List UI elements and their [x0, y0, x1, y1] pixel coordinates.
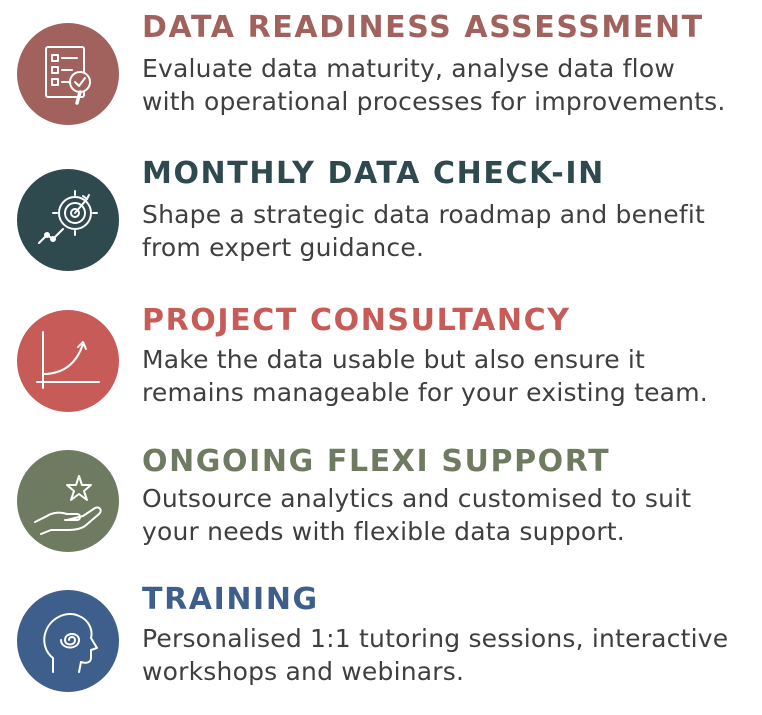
description-line: remains manageable for your existing tea…	[142, 378, 708, 407]
description-line: from expert guidance.	[142, 233, 425, 262]
service-description: Personalised 1:1 tutoring sessions, inte…	[142, 622, 762, 688]
checklist-magnifier-icon	[17, 23, 119, 125]
service-data-readiness: DATA READINESS ASSESSMENT Evaluate data …	[0, 10, 762, 140]
service-monthly-check-in: MONTHLY DATA CHECK-IN Shape a strategic …	[0, 156, 762, 286]
description-line: Outsource analytics and customised to su…	[142, 484, 692, 513]
description-line: Evaluate data maturity, analyse data flo…	[142, 54, 675, 83]
service-title: PROJECT CONSULTANCY	[142, 303, 571, 338]
growth-curve-icon	[17, 310, 119, 412]
service-project-consultancy: PROJECT CONSULTANCY Make the data usable…	[0, 297, 762, 427]
target-chart-icon	[17, 169, 119, 271]
service-ongoing-flexi-support: ONGOING FLEXI SUPPORT Outsource analytic…	[0, 438, 762, 568]
service-title: ONGOING FLEXI SUPPORT	[142, 444, 611, 479]
service-description: Outsource analytics and customised to su…	[142, 482, 762, 548]
service-description: Shape a strategic data roadmap and benef…	[142, 198, 762, 264]
description-line: Personalised 1:1 tutoring sessions, inte…	[142, 624, 729, 653]
service-training: TRAINING Personalised 1:1 tutoring sessi…	[0, 578, 762, 708]
description-line: Make the data usable but also ensure it	[142, 345, 646, 374]
service-description: Evaluate data maturity, analyse data flo…	[142, 52, 762, 118]
description-line: your needs with flexible data support.	[142, 517, 625, 546]
hand-star-icon	[17, 450, 119, 552]
service-description: Make the data usable but also ensure it …	[142, 343, 762, 409]
head-spiral-icon	[17, 590, 119, 692]
service-title: MONTHLY DATA CHECK-IN	[142, 156, 605, 191]
description-line: Shape a strategic data roadmap and benef…	[142, 200, 705, 229]
description-line: workshops and webinars.	[142, 657, 465, 686]
service-title: TRAINING	[142, 582, 319, 617]
description-line: with operational processes for improveme…	[142, 87, 726, 116]
service-title: DATA READINESS ASSESSMENT	[142, 10, 704, 45]
